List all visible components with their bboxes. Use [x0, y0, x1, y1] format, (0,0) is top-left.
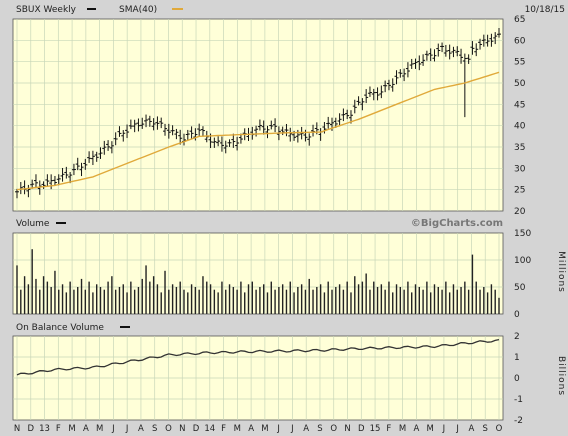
volume-series: [16, 249, 500, 314]
x-tick-label: S: [152, 424, 157, 434]
obv-unit-label: Billions: [556, 356, 566, 396]
x-tick-label: S: [317, 424, 322, 434]
y-tick-label: 150: [514, 229, 531, 239]
x-tick-label: D: [193, 424, 200, 434]
x-tick-label: 13: [39, 424, 50, 434]
x-tick-label: A: [83, 424, 89, 434]
obv-panel-title: On Balance Volume: [16, 323, 104, 333]
y-tick-label: -2: [514, 416, 523, 426]
x-tick-label: M: [426, 424, 433, 434]
x-tick-label: F: [221, 424, 226, 434]
x-tick-label: 15: [370, 424, 381, 434]
y-tick-label: 35: [514, 143, 525, 153]
y-tick-label: 25: [514, 186, 525, 196]
x-tick-label: M: [68, 424, 75, 434]
y-tick-label: 50: [514, 79, 526, 89]
y-tick-label: 2: [514, 332, 520, 342]
x-tick-label: 14: [204, 424, 215, 434]
x-tick-label: D: [27, 424, 34, 434]
x-tick-label: M: [261, 424, 268, 434]
y-tick-label: 45: [514, 100, 525, 110]
y-tick-label: 65: [514, 15, 525, 25]
y-tick-label: 1: [514, 353, 520, 363]
y-tick-label: 0: [514, 310, 520, 320]
x-tick-label: F: [386, 424, 391, 434]
price-panel: [12, 18, 504, 212]
sma-line: [16, 71, 500, 191]
x-tick-label: N: [344, 424, 350, 434]
x-tick-label: A: [469, 424, 475, 434]
y-tick-label: 100: [514, 256, 531, 266]
x-tick-label: N: [179, 424, 185, 434]
y-tick-label: 0: [514, 374, 520, 384]
x-tick-label: O: [330, 424, 337, 434]
y-tick-label: 20: [514, 207, 526, 217]
y-tick-label: -1: [514, 395, 523, 405]
x-tick-label: D: [358, 424, 365, 434]
x-tick-label: O: [496, 424, 503, 434]
x-tick-label: M: [234, 424, 241, 434]
x-tick-label: A: [303, 424, 309, 434]
x-tick-label: J: [455, 424, 459, 434]
x-tick-label: J: [290, 424, 294, 434]
obv-line: [16, 338, 500, 376]
price-panel-title: SBUX Weekly: [16, 5, 77, 15]
bigcharts-watermark: ©BigCharts.com: [411, 218, 503, 229]
y-tick-label: 55: [514, 58, 525, 68]
chart-date: 10/18/15: [525, 5, 565, 15]
x-tick-label: F: [56, 424, 61, 434]
x-tick-label: J: [125, 424, 129, 434]
volume-panel: [12, 232, 504, 315]
x-tick-label: M: [399, 424, 406, 434]
y-tick-label: 60: [514, 36, 526, 46]
x-tick-label: J: [276, 424, 280, 434]
x-tick-label: M: [96, 424, 103, 434]
volume-panel-title: Volume: [16, 219, 50, 229]
y-tick-label: 40: [514, 122, 526, 132]
x-tick-label: S: [483, 424, 488, 434]
x-tick-label: J: [442, 424, 446, 434]
x-tick-label: N: [14, 424, 20, 434]
volume-unit-label: Millions: [556, 251, 566, 293]
y-tick-label: 30: [514, 164, 526, 174]
x-tick-label: A: [413, 424, 419, 434]
sma-legend-label: SMA(40): [119, 5, 157, 15]
x-tick-label: J: [111, 424, 115, 434]
y-tick-label: 50: [514, 283, 526, 293]
x-tick-label: O: [165, 424, 172, 434]
x-tick-label: A: [248, 424, 254, 434]
x-tick-label: A: [138, 424, 144, 434]
